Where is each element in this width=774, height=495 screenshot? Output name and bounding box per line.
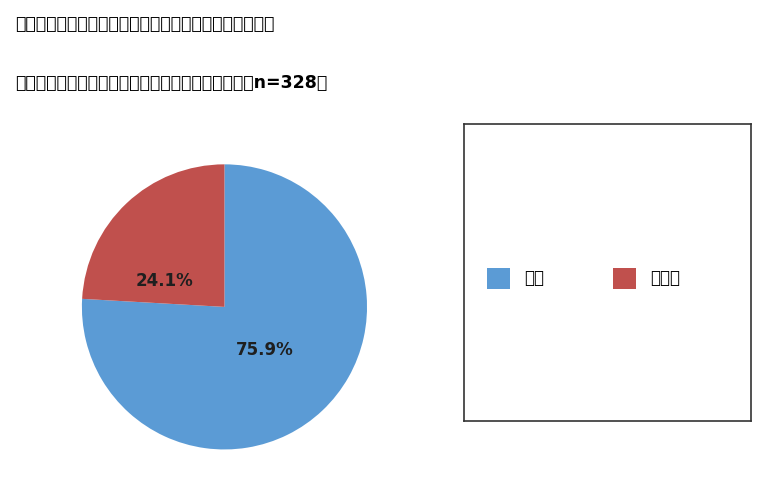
Text: はい: はい bbox=[525, 269, 545, 287]
FancyBboxPatch shape bbox=[613, 268, 636, 289]
Text: 日々の献立にも影響がでていると思いますか？　（n=328）: 日々の献立にも影響がでていると思いますか？ （n=328） bbox=[15, 74, 327, 92]
Text: 食材価格の高騰により、メニューや材料を変えるなど、: 食材価格の高騰により、メニューや材料を変えるなど、 bbox=[15, 15, 275, 33]
Text: 75.9%: 75.9% bbox=[235, 341, 293, 359]
Wedge shape bbox=[82, 164, 367, 449]
FancyBboxPatch shape bbox=[488, 268, 510, 289]
Text: いいえ: いいえ bbox=[650, 269, 680, 287]
Text: 24.1%: 24.1% bbox=[135, 272, 194, 290]
Wedge shape bbox=[82, 164, 224, 307]
